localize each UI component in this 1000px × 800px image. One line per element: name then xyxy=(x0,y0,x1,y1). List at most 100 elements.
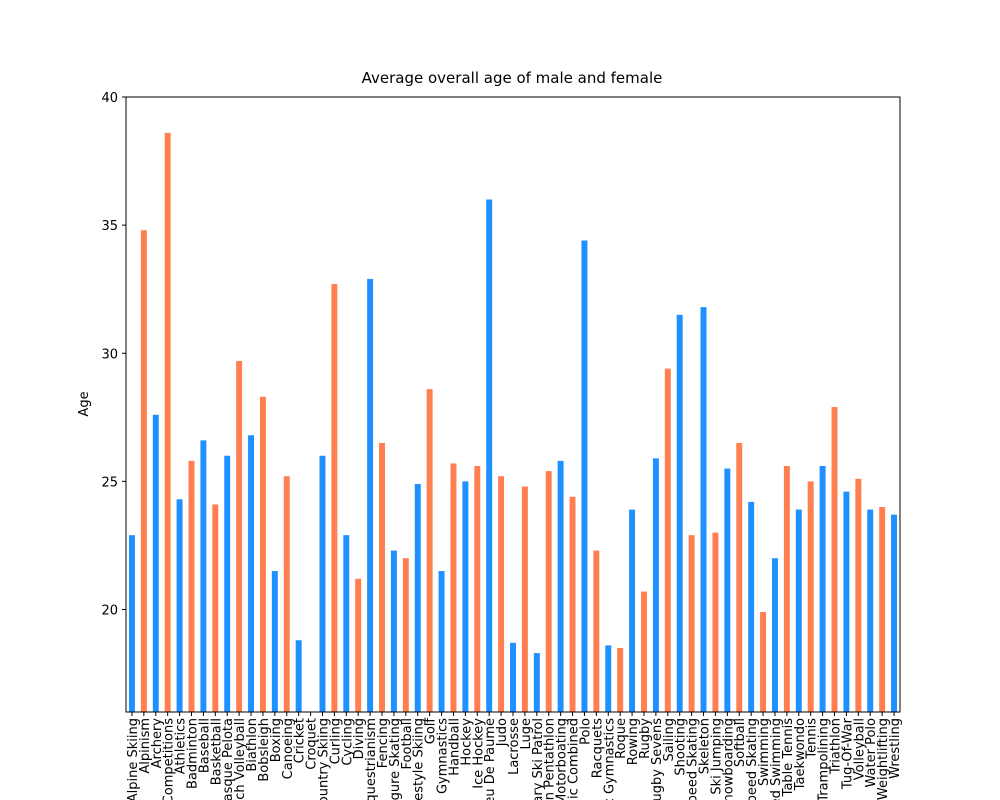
bar xyxy=(760,612,767,712)
bar xyxy=(224,455,231,712)
x-tick-label: Triathlon xyxy=(829,718,844,775)
bar xyxy=(891,514,898,712)
x-tick-label: Rugby xyxy=(638,718,653,759)
x-tick-label: Badminton xyxy=(185,718,200,789)
chart-title: Average overall age of male and female xyxy=(362,69,663,87)
x-tick-label: Nordic Combined xyxy=(567,718,582,800)
x-tick-label: Rugby Sevens xyxy=(650,718,665,800)
plot-frame xyxy=(125,96,901,713)
x-tick-label: Art Competitions xyxy=(162,718,177,800)
x-tick-label: Softball xyxy=(733,718,748,767)
x-tick-label: Croquet xyxy=(305,718,320,770)
x-tick-label: Jeu De Paume xyxy=(483,718,498,800)
x-tick-label: Lacrosse xyxy=(507,718,522,775)
bar xyxy=(807,481,814,712)
x-tick-label: Football xyxy=(400,718,415,769)
bar xyxy=(676,314,683,712)
bar xyxy=(700,307,707,712)
bar xyxy=(641,591,647,712)
bar xyxy=(688,535,695,712)
bar xyxy=(664,368,671,712)
bar xyxy=(438,571,445,712)
x-tick-label: Short Track Speed Skating xyxy=(686,718,701,800)
bar xyxy=(319,455,326,712)
x-tick-label: Weightlifting xyxy=(876,718,891,800)
x-tick-label: Gymnastics xyxy=(436,718,451,794)
bar xyxy=(557,460,564,712)
x-tick-label: Water Polo xyxy=(864,718,879,788)
bar xyxy=(331,284,338,712)
x-tick-label: Luge xyxy=(519,718,534,750)
y-tick-label: 25 xyxy=(101,475,118,490)
bar xyxy=(498,476,505,712)
bar xyxy=(152,414,159,712)
bar xyxy=(712,532,719,712)
x-tick-label: Figure Skating xyxy=(388,718,403,800)
x-tick-label: Golf xyxy=(424,718,439,745)
x-tick-label: Roque xyxy=(614,718,629,759)
y-tick-label: 35 xyxy=(101,219,118,234)
x-tick-label: Cricket xyxy=(293,718,308,763)
bar xyxy=(450,463,457,712)
bar xyxy=(581,240,588,712)
x-tick-label: Cycling xyxy=(340,718,355,766)
x-tick-label: Rhythmic Gymnastics xyxy=(602,718,617,800)
bar xyxy=(569,496,576,712)
x-tick-label: Tug-Of-War xyxy=(840,717,855,790)
bar xyxy=(212,504,219,712)
bar xyxy=(164,132,171,712)
bar xyxy=(200,440,207,712)
x-tick-label: Boxing xyxy=(269,718,284,762)
bar xyxy=(390,550,397,712)
x-tick-label: Baseball xyxy=(197,718,212,773)
x-tick-label: Basketball xyxy=(209,718,224,785)
bar xyxy=(748,501,755,712)
bar xyxy=(783,466,790,712)
x-tick-label: Synchronized Swimming xyxy=(769,718,784,800)
x-tick-label: Hockey xyxy=(459,718,474,766)
x-tick-label: Swimming xyxy=(757,718,772,786)
x-tick-label: Taekwondo xyxy=(793,718,808,791)
bar xyxy=(176,499,183,712)
x-tick-label: Biathlon xyxy=(245,718,260,772)
bar xyxy=(605,645,612,712)
x-tick-label: Alpinism xyxy=(138,718,153,774)
bar xyxy=(736,442,743,712)
x-tick-label: Trampolining xyxy=(817,718,832,800)
x-tick-label: Racquets xyxy=(590,718,605,778)
bar xyxy=(724,468,731,712)
x-tick-label: Judo xyxy=(495,718,510,747)
x-tick-label: Tennis xyxy=(805,718,820,760)
bar xyxy=(617,647,624,712)
bar xyxy=(533,653,540,712)
bar xyxy=(355,578,362,712)
bar xyxy=(367,278,374,712)
x-tick-label: Speed Skating xyxy=(745,718,760,800)
bar xyxy=(510,642,516,712)
x-tick-label: Curling xyxy=(328,718,343,764)
x-tick-label: Beach Volleyball xyxy=(233,718,248,800)
x-tick-label: Handball xyxy=(447,718,462,776)
bar xyxy=(379,442,385,712)
x-tick-label: Freestyle Skiing xyxy=(412,718,427,800)
bar xyxy=(462,481,469,712)
bar xyxy=(248,435,255,712)
bar xyxy=(295,640,302,712)
bar xyxy=(271,571,278,712)
bar xyxy=(867,509,874,712)
x-tick-label: Ice Hockey xyxy=(471,718,486,789)
x-tick-label: Rowing xyxy=(626,718,641,765)
x-tick-label: Cross Country Skiing xyxy=(316,718,331,800)
bar xyxy=(831,407,838,712)
bar xyxy=(259,396,266,712)
bar xyxy=(128,535,135,712)
bar xyxy=(652,458,659,712)
bar xyxy=(140,230,147,712)
x-tick-label: Sailing xyxy=(662,718,677,762)
bar xyxy=(855,478,862,712)
x-tick-label: Motorboating xyxy=(555,718,570,800)
x-tick-label: Archery xyxy=(150,718,165,769)
y-tick-label: 30 xyxy=(101,347,118,362)
bar xyxy=(188,460,195,712)
